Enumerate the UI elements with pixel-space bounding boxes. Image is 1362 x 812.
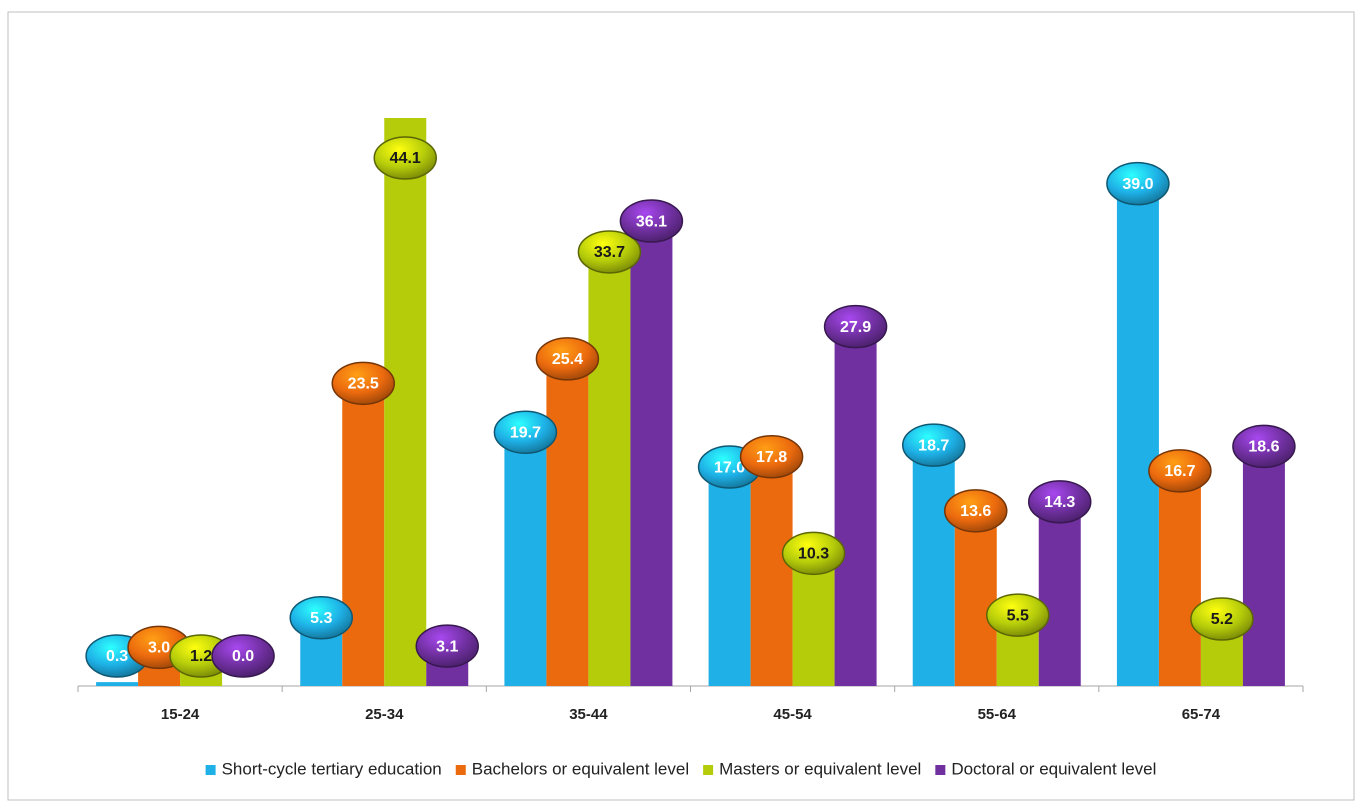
data-label: 14.3 [1044, 494, 1075, 511]
legend-label: Bachelors or equivalent level [472, 759, 689, 778]
data-label-bubble [535, 337, 600, 381]
data-label-bubble [1028, 480, 1092, 524]
data-label: 25.4 [552, 351, 583, 368]
bar [630, 221, 673, 686]
x-tick-label: 35-44 [569, 706, 608, 723]
data-label: 0.3 [106, 648, 128, 665]
data-label: 0.0 [232, 648, 254, 665]
data-label: 3.1 [436, 638, 458, 655]
x-tick-label: 25-34 [365, 706, 404, 723]
bar [1038, 501, 1081, 686]
x-tick-label: 55-64 [978, 706, 1017, 723]
data-label: 39.0 [1122, 176, 1153, 193]
bar [342, 383, 385, 686]
data-label-bubble [1232, 424, 1296, 469]
data-label: 5.5 [1007, 607, 1029, 624]
bar [384, 118, 427, 686]
bar [588, 251, 631, 686]
bar [546, 358, 589, 686]
data-label-bubble [944, 489, 1008, 533]
data-label-bubble [619, 199, 684, 243]
x-tick-label: 45-54 [773, 706, 812, 723]
bar [1242, 446, 1285, 686]
data-label: 5.2 [1211, 611, 1233, 628]
data-label: 1.2 [190, 648, 212, 665]
data-label: 10.3 [798, 546, 829, 563]
bar [954, 510, 997, 686]
data-label: 16.7 [1164, 463, 1195, 480]
bar [792, 553, 835, 686]
data-label-bubble [1148, 449, 1212, 493]
data-label: 27.9 [840, 319, 871, 336]
x-tick-label: 15-24 [161, 706, 200, 723]
data-label-bubble [577, 230, 642, 274]
data-label-bubble [1190, 597, 1254, 641]
data-label-bubble [373, 136, 437, 180]
data-label: 17.0 [714, 459, 745, 476]
legend-label: Short-cycle tertiary education [222, 759, 442, 778]
bar [750, 456, 793, 686]
data-label: 3.0 [148, 640, 170, 657]
data-label: 5.3 [310, 610, 332, 627]
data-label-bubble [739, 434, 804, 479]
data-label-bubble [289, 595, 353, 640]
data-label: 33.7 [594, 244, 625, 261]
data-label: 44.1 [390, 150, 421, 167]
legend-swatch [935, 765, 946, 775]
data-label-bubble [823, 304, 888, 349]
data-label: 19.7 [510, 424, 541, 441]
data-label-bubble [986, 593, 1050, 637]
data-label: 23.5 [348, 376, 379, 393]
x-tick-label: 65-74 [1182, 706, 1221, 723]
data-label: 13.6 [960, 503, 991, 520]
bar [96, 682, 139, 686]
legend-label: Masters or equivalent level [719, 759, 921, 778]
data-label-bubble [211, 634, 275, 678]
data-label: 36.1 [636, 213, 667, 230]
data-label-bubble [902, 423, 966, 467]
legend-swatch [703, 765, 714, 775]
data-label-bubble [415, 624, 479, 668]
bar [1116, 183, 1159, 686]
data-label: 18.7 [918, 437, 949, 454]
legend-swatch [455, 765, 466, 775]
data-label-bubble [1106, 161, 1170, 206]
data-label: 18.6 [1248, 439, 1279, 456]
legend-label: Doctoral or equivalent level [951, 759, 1156, 778]
bar [834, 326, 877, 686]
data-label-bubble [493, 410, 558, 455]
bar [1158, 470, 1201, 686]
data-label-bubble [331, 361, 395, 406]
bar [912, 445, 955, 686]
data-label: 17.8 [756, 449, 787, 466]
legend-swatch [205, 765, 216, 775]
data-label-bubble [781, 531, 846, 576]
bar [504, 432, 547, 686]
bar [708, 467, 751, 686]
